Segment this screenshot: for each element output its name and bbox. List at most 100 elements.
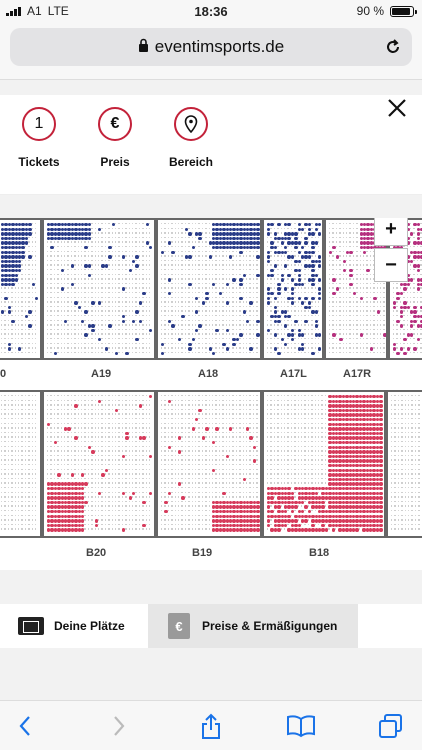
seat[interactable]: [346, 259, 348, 262]
seat[interactable]: [57, 342, 59, 344]
seat[interactable]: [174, 418, 176, 420]
seat[interactable]: [128, 510, 130, 512]
seat[interactable]: [104, 338, 107, 340]
seat[interactable]: [252, 282, 255, 285]
seat[interactable]: [74, 510, 78, 514]
seat[interactable]: [380, 324, 382, 326]
seat[interactable]: [98, 319, 100, 321]
seat[interactable]: [84, 477, 86, 480]
seat[interactable]: [188, 227, 190, 229]
seat[interactable]: [215, 282, 217, 285]
seat[interactable]: [396, 351, 400, 356]
seat[interactable]: [342, 319, 344, 321]
seat[interactable]: [314, 292, 316, 294]
seat[interactable]: [290, 232, 295, 236]
seat[interactable]: [342, 241, 344, 243]
seat[interactable]: [181, 338, 183, 340]
seat[interactable]: [270, 338, 272, 340]
seat[interactable]: [252, 450, 255, 452]
seat[interactable]: [104, 454, 107, 457]
seat[interactable]: [270, 250, 272, 252]
seat[interactable]: [171, 236, 173, 239]
seat[interactable]: [235, 278, 238, 280]
seat[interactable]: [101, 347, 103, 349]
seat[interactable]: [64, 404, 66, 406]
seat[interactable]: [242, 413, 244, 415]
seat[interactable]: [235, 333, 238, 335]
seat[interactable]: [132, 296, 134, 298]
seat[interactable]: [222, 301, 224, 303]
seat[interactable]: [47, 319, 49, 321]
seat[interactable]: [164, 427, 166, 429]
seat[interactable]: [416, 255, 421, 259]
seat[interactable]: [70, 236, 75, 241]
seat[interactable]: [138, 319, 143, 323]
seat[interactable]: [57, 324, 59, 326]
seat[interactable]: [232, 408, 234, 411]
seat[interactable]: [87, 468, 90, 470]
seat[interactable]: [174, 315, 176, 317]
seat[interactable]: [53, 227, 58, 231]
seat[interactable]: [201, 305, 204, 308]
seat[interactable]: [87, 505, 90, 507]
seat[interactable]: [301, 328, 303, 331]
seat[interactable]: [188, 259, 190, 262]
seat[interactable]: [178, 287, 180, 289]
seat[interactable]: [81, 333, 83, 335]
seat[interactable]: [74, 496, 78, 500]
seat[interactable]: [132, 399, 134, 401]
seat[interactable]: [218, 232, 223, 236]
seat[interactable]: [57, 431, 59, 434]
seat[interactable]: [101, 301, 103, 303]
seat[interactable]: [225, 269, 227, 271]
seat[interactable]: [111, 255, 113, 257]
seat[interactable]: [121, 413, 124, 415]
seat[interactable]: [128, 236, 130, 239]
seat[interactable]: [212, 282, 216, 287]
seat[interactable]: [21, 328, 23, 331]
seat[interactable]: [201, 454, 204, 457]
seat[interactable]: [161, 236, 163, 239]
seat[interactable]: [18, 223, 22, 227]
seat[interactable]: [239, 404, 241, 406]
seat[interactable]: [138, 241, 141, 243]
seat[interactable]: [50, 528, 54, 532]
seat[interactable]: [132, 250, 134, 252]
seat[interactable]: [161, 418, 163, 420]
seat[interactable]: [277, 342, 279, 344]
seat[interactable]: [128, 399, 130, 401]
seat[interactable]: [118, 269, 120, 271]
seat[interactable]: [98, 292, 100, 294]
seat[interactable]: [225, 301, 229, 305]
seat[interactable]: [191, 445, 193, 447]
seat[interactable]: [188, 328, 190, 331]
seat[interactable]: [363, 223, 367, 227]
seat[interactable]: [171, 324, 175, 328]
seat[interactable]: [47, 241, 49, 243]
seat[interactable]: [410, 255, 412, 257]
seat[interactable]: [178, 395, 180, 397]
seat[interactable]: [81, 454, 83, 457]
seat[interactable]: [420, 264, 422, 266]
seat[interactable]: [161, 431, 163, 434]
seat[interactable]: [218, 250, 221, 252]
seat[interactable]: [81, 399, 83, 401]
seat[interactable]: [356, 301, 358, 303]
seat[interactable]: [363, 241, 367, 245]
seat[interactable]: [198, 454, 200, 457]
seat-section[interactable]: [156, 390, 262, 538]
seat[interactable]: [373, 338, 375, 340]
seat[interactable]: [128, 514, 130, 516]
seat[interactable]: [167, 278, 172, 282]
seat[interactable]: [1, 477, 3, 480]
seat[interactable]: [101, 241, 103, 243]
seat[interactable]: [359, 328, 361, 331]
seat[interactable]: [7, 315, 10, 317]
seat[interactable]: [81, 473, 85, 477]
seat[interactable]: [67, 264, 69, 266]
seat[interactable]: [21, 351, 23, 354]
seat[interactable]: [11, 431, 13, 434]
seat[interactable]: [332, 246, 336, 250]
seat[interactable]: [60, 468, 62, 470]
seat[interactable]: [161, 427, 163, 429]
